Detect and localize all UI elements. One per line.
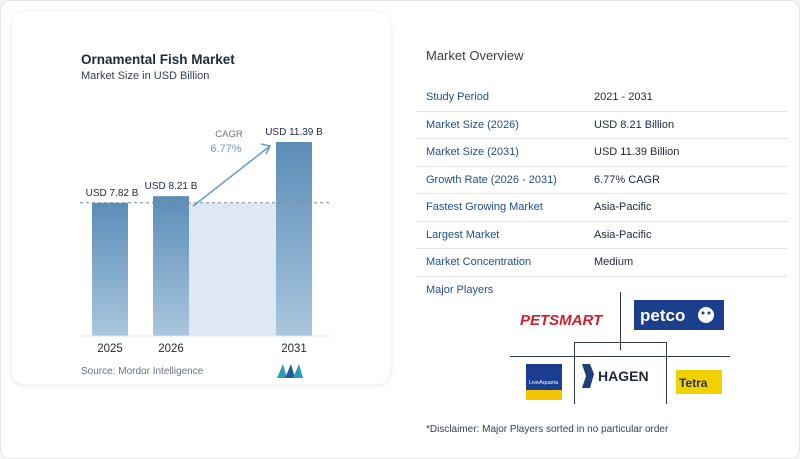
bar-chart: USD 7.82 B 2025 USD 8.21 B 2026 USD 11.39 B 2…: [80, 127, 330, 355]
cagr-arrow-head: [260, 143, 272, 155]
overview-key: Market Size (2026): [426, 118, 519, 131]
overview-row: Study Period 2021 - 2031: [416, 84, 788, 112]
data-label-2026: USD 8.21 B: [145, 181, 198, 192]
grid-divider: [574, 342, 666, 343]
overview-key: Fastest Growing Market: [426, 201, 543, 213]
overview-value: USD 8.21 Billion: [594, 118, 675, 131]
chart-subtitle: Market Size in USD Billion: [81, 70, 210, 82]
major-players-grid: PETSMART petco LiveAquaria HAGEN Tetra: [510, 292, 730, 404]
overview-row: Growth Rate (2026 - 2031) 6.77% CAGR: [416, 167, 788, 194]
major-players-label: Major Players: [426, 284, 494, 296]
overview-key: Growth Rate (2026 - 2031): [426, 173, 557, 186]
svg-text:PETSMART: PETSMART: [520, 312, 604, 329]
overview-value: Asia-Pacific: [594, 201, 652, 213]
hagen-logo: HAGEN: [580, 360, 664, 397]
data-label-2031: USD 11.39 B: [265, 127, 323, 138]
overview-row: Market Concentration Medium: [416, 249, 788, 277]
bar-2031: [276, 142, 312, 336]
projection-shade: [189, 202, 276, 336]
bar-2026: [153, 196, 189, 336]
svg-text:LiveAquaria: LiveAquaria: [529, 380, 559, 386]
mordor-intelligence-logo: [277, 364, 303, 378]
grid-divider: [666, 342, 667, 404]
overview-value: 6.77% CAGR: [594, 173, 661, 186]
overview-key: Largest Market: [426, 228, 500, 241]
x-tick-2025: 2025: [97, 343, 123, 355]
source-text: Source: Mordor Intelligence: [81, 366, 204, 377]
overview-title: Market Overview: [426, 48, 524, 63]
data-label-2025: USD 7.82 B: [86, 188, 139, 199]
bar-2025: [92, 202, 128, 336]
tetra-logo: Tetra: [676, 370, 722, 399]
svg-text:petco: petco: [640, 306, 685, 325]
overview-value: Asia-Pacific: [594, 228, 652, 241]
overview-value: Medium: [594, 256, 634, 268]
overview-value: USD 11.39 Billion: [594, 146, 680, 158]
cagr-label: CAGR: [215, 129, 243, 140]
grid-divider: [574, 342, 575, 404]
overview-key: Market Concentration: [426, 256, 532, 268]
svg-text:HAGEN: HAGEN: [598, 368, 649, 384]
cagr-arrow: [192, 145, 271, 207]
grid-divider: [620, 292, 621, 350]
x-tick-2031: 2031: [281, 343, 307, 355]
overview-key: Market Size (2031): [426, 146, 519, 158]
x-tick-2026: 2026: [158, 343, 184, 355]
overview-row: Market Size (2026) USD 8.21 Billion: [416, 112, 788, 139]
overview-row: Fastest Growing Market Asia-Pacific: [416, 194, 788, 222]
cagr-value: 6.77%: [210, 143, 241, 155]
chart-title: Ornamental Fish Market: [81, 52, 235, 67]
svg-text:Tetra: Tetra: [679, 376, 708, 390]
petsmart-logo: PETSMART: [520, 308, 606, 337]
overview-value: 2021 - 2031: [594, 91, 653, 103]
overview-key: Study Period: [426, 91, 489, 103]
overview-row: Largest Market Asia-Pacific: [416, 222, 788, 249]
petco-logo: petco: [634, 300, 724, 335]
liveaquaria-logo: LiveAquaria: [526, 364, 562, 405]
disclaimer-text: *Disclaimer: Major Players sorted in no …: [426, 424, 669, 435]
grid-divider: [510, 356, 730, 357]
overview-row: Market Size (2031) USD 11.39 Billion: [416, 139, 788, 167]
overview-table: Study Period 2021 - 2031 Market Size (20…: [416, 84, 788, 277]
